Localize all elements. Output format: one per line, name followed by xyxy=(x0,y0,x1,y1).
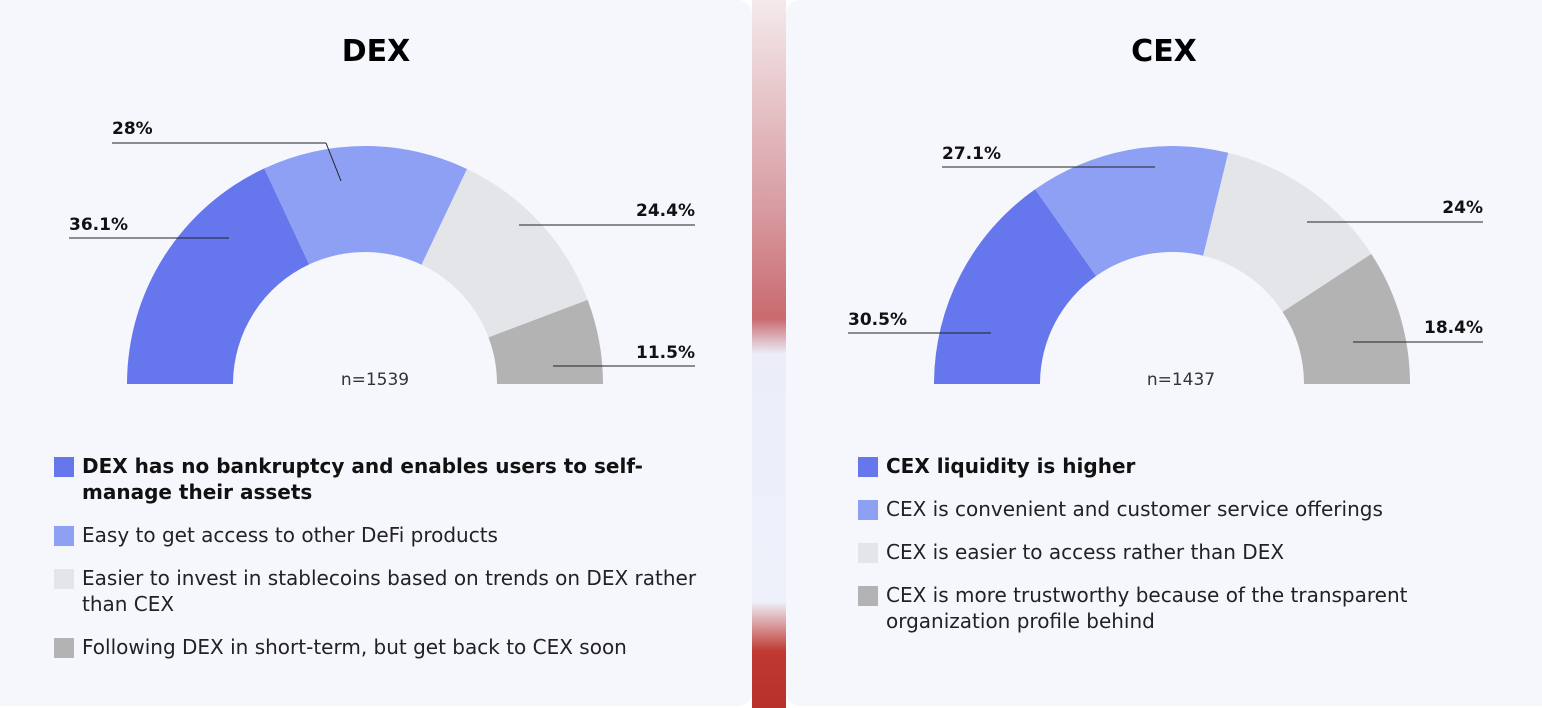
dex-panel: 36.1% 28% 24.4% 11.5% n=1539 DEX DEX has no … xyxy=(0,0,752,706)
cex-legend: CEX liquidity is higher CEX is convenien… xyxy=(858,453,1498,651)
data-label: 36.1% xyxy=(69,215,128,235)
legend-label: DEX has no bankruptcy and enables users … xyxy=(82,454,643,504)
sample-size-label: n=1437 xyxy=(1147,370,1215,390)
sample-size-label: n=1539 xyxy=(341,370,409,390)
cex-title: CEX xyxy=(1131,34,1197,69)
legend-item: CEX is convenient and customer service o… xyxy=(858,496,1498,522)
cex-gauge-chart: 30.5% 27.1% 24% 18.4% n=1437 xyxy=(848,144,1483,390)
legend-swatch xyxy=(858,500,878,520)
legend-label: Easier to invest in stablecoins based on… xyxy=(82,566,697,616)
data-label: 18.4% xyxy=(1424,318,1483,338)
background-strip xyxy=(752,0,786,708)
legend-label: Following DEX in short-term, but get bac… xyxy=(82,635,627,659)
leader-line xyxy=(325,142,342,182)
data-label: 27.1% xyxy=(942,144,1001,164)
legend-label: Easy to get access to other DeFi product… xyxy=(82,523,498,547)
data-label: 24.4% xyxy=(636,201,695,221)
legend-item: Easy to get access to other DeFi product… xyxy=(54,522,714,548)
legend-item: Easier to invest in stablecoins based on… xyxy=(54,565,714,617)
legend-label: CEX is easier to access rather than DEX xyxy=(886,540,1285,564)
legend-item: CEX is easier to access rather than DEX xyxy=(858,539,1498,565)
gauge-segment-4 xyxy=(1282,253,1410,384)
gauge-segment-2 xyxy=(1035,146,1229,277)
legend-label: CEX is more trustworthy because of the t… xyxy=(886,583,1408,633)
dex-title: DEX xyxy=(341,34,411,69)
data-label: 11.5% xyxy=(636,343,695,363)
gauge-segment-3 xyxy=(421,168,588,338)
gauge-segment-1 xyxy=(934,189,1097,384)
legend-label: CEX is convenient and customer service o… xyxy=(886,497,1383,521)
legend-label: CEX liquidity is higher xyxy=(886,454,1136,478)
gauge-segment-1 xyxy=(127,168,310,384)
dex-gauge-chart: 36.1% 28% 24.4% 11.5% n=1539 xyxy=(69,119,695,390)
data-label: 28% xyxy=(112,119,153,139)
gauge-segment-3 xyxy=(1203,152,1372,312)
legend-item: CEX is more trustworthy because of the t… xyxy=(858,582,1498,634)
legend-item: DEX has no bankruptcy and enables users … xyxy=(54,453,714,505)
data-label: 24% xyxy=(1442,198,1483,218)
legend-swatch xyxy=(858,543,878,563)
legend-swatch xyxy=(54,569,74,589)
legend-swatch xyxy=(858,457,878,477)
data-label: 30.5% xyxy=(848,310,907,330)
gauge-segment-2 xyxy=(264,146,468,265)
legend-swatch xyxy=(54,638,74,658)
legend-item: Following DEX in short-term, but get bac… xyxy=(54,634,714,660)
legend-item: CEX liquidity is higher xyxy=(858,453,1498,479)
dex-legend: DEX has no bankruptcy and enables users … xyxy=(54,453,714,677)
cex-panel: 30.5% 27.1% 24% 18.4% n=1437 CEX CEX liquidi… xyxy=(786,0,1542,706)
legend-swatch xyxy=(54,526,74,546)
legend-swatch xyxy=(54,457,74,477)
gauge-segment-4 xyxy=(488,299,603,384)
legend-swatch xyxy=(858,586,878,606)
